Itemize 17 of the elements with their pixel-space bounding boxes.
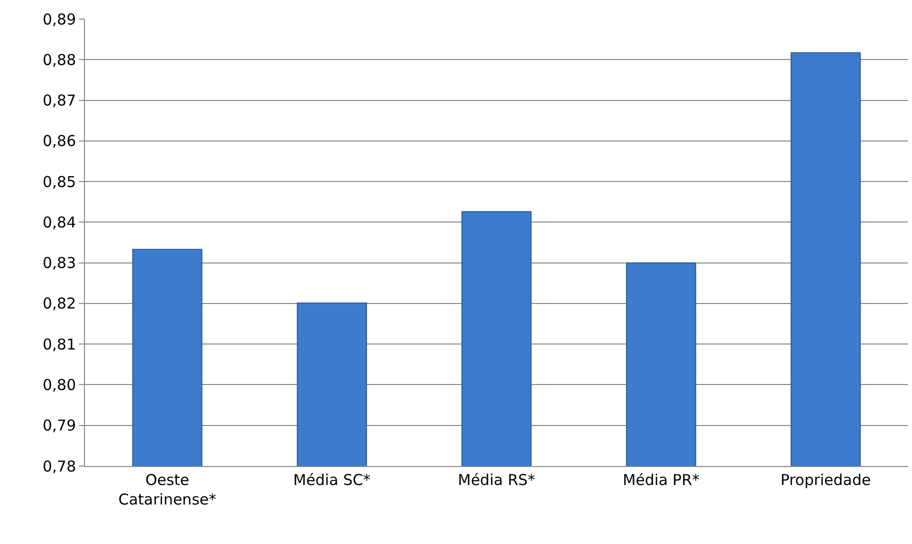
y-tick-label: 0,88 bbox=[42, 50, 76, 69]
y-tick-label: 0,83 bbox=[42, 254, 76, 272]
y-tick-label: 0,82 bbox=[42, 294, 76, 313]
x-tick-label: Oeste Catarinense* bbox=[118, 471, 217, 508]
y-tick-label: 0,86 bbox=[42, 132, 76, 150]
x-tick-label: Propriedade bbox=[780, 471, 871, 489]
y-tick-label: 0,87 bbox=[42, 92, 76, 110]
x-tick-label: Média PR* bbox=[622, 471, 700, 489]
y-tick-label: 0,85 bbox=[42, 172, 76, 191]
x-tick-label: Média SC* bbox=[293, 471, 372, 489]
y-tick-label: 0,78 bbox=[42, 457, 76, 476]
y-tick-label: 0,81 bbox=[42, 335, 76, 354]
y-tick-label: 0,80 bbox=[42, 376, 76, 394]
y-tick-label: 0,79 bbox=[42, 416, 76, 435]
y-tick-label: 0,84 bbox=[42, 213, 76, 232]
y-tick-label: 0,89 bbox=[42, 10, 76, 28]
x-tick-label: Média RS* bbox=[458, 471, 536, 489]
